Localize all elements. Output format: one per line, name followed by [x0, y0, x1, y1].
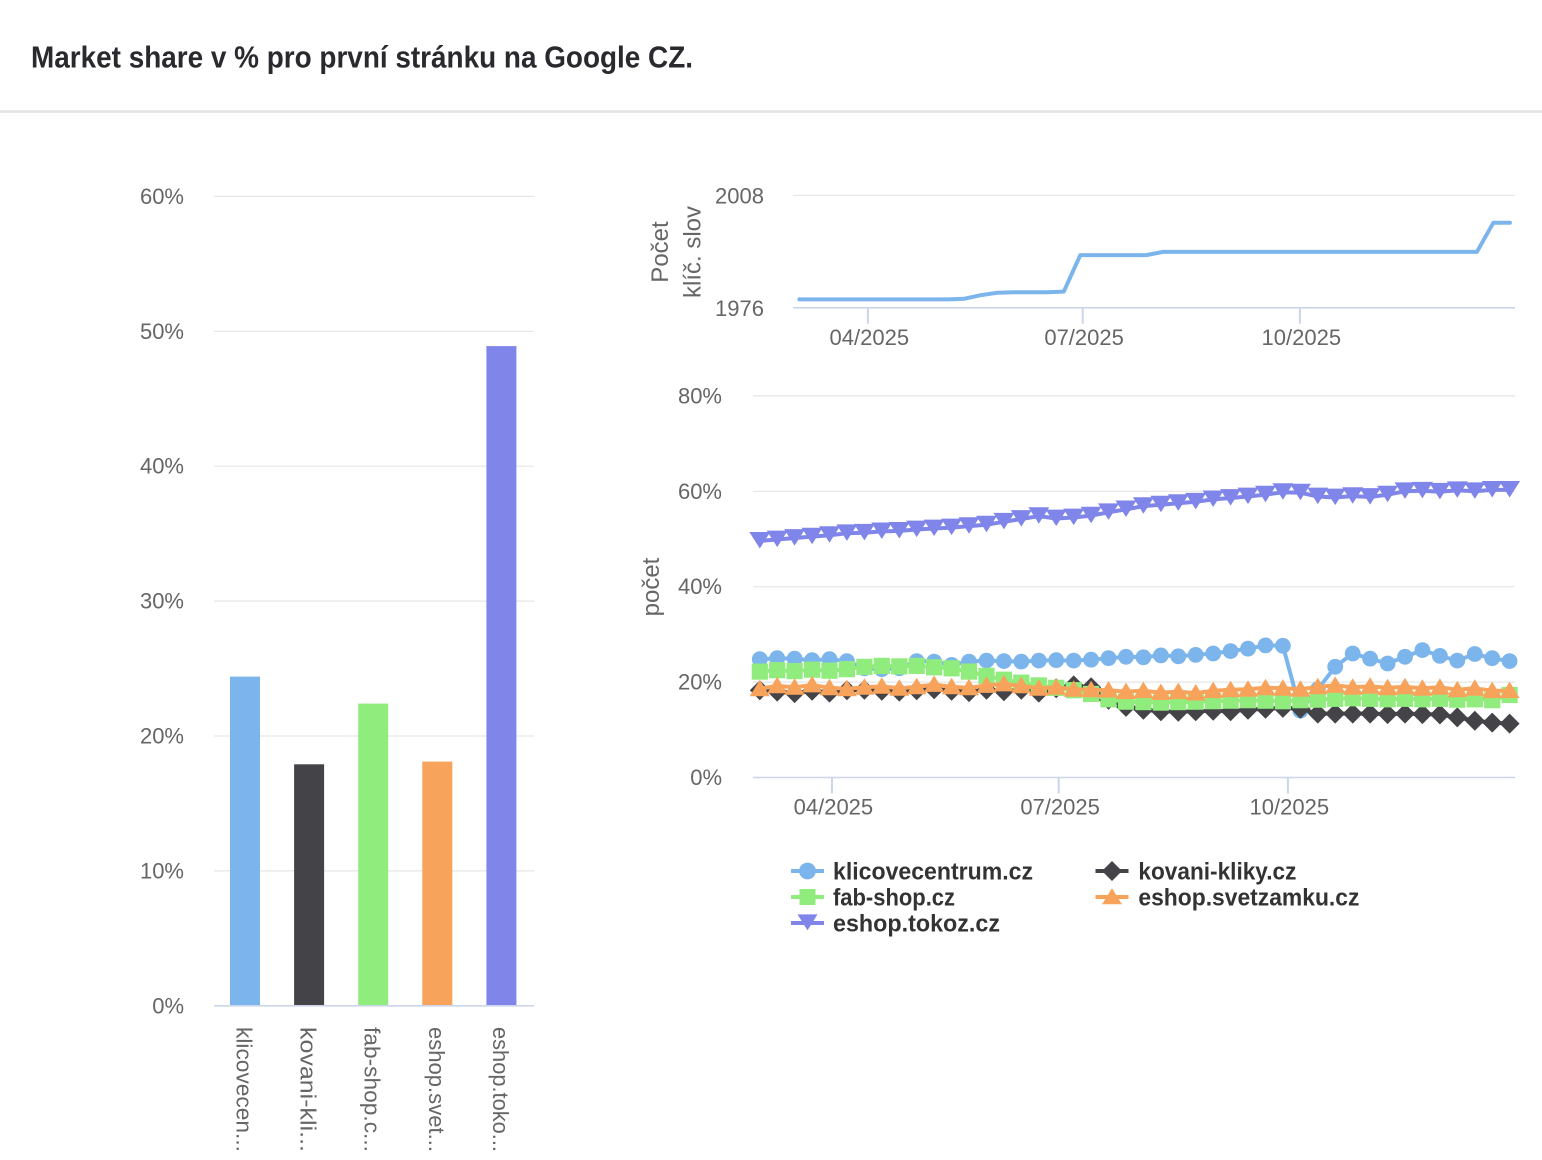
svg-text:10%: 10% — [140, 858, 184, 883]
svg-text:40%: 40% — [678, 574, 722, 599]
svg-text:50%: 50% — [140, 319, 184, 344]
svg-text:04/2025: 04/2025 — [830, 325, 910, 350]
svg-text:klicovecentrum.cz: klicovecentrum.cz — [833, 859, 1033, 886]
svg-text:kovani-kli...: kovani-kli... — [296, 1027, 321, 1152]
svg-text:10/2025: 10/2025 — [1250, 795, 1330, 820]
svg-text:0%: 0% — [690, 765, 722, 790]
svg-text:20%: 20% — [140, 724, 184, 749]
svg-text:fab-shop.cz: fab-shop.cz — [833, 885, 955, 912]
svg-text:klicovecen...: klicovecen... — [232, 1027, 257, 1152]
svg-text:2008: 2008 — [715, 183, 764, 208]
svg-text:40%: 40% — [140, 454, 184, 479]
svg-text:60%: 60% — [678, 479, 722, 504]
svg-text:1976: 1976 — [715, 296, 764, 321]
svg-text:0%: 0% — [152, 993, 184, 1018]
svg-text:07/2025: 07/2025 — [1020, 795, 1100, 820]
svg-text:eshop.svet...: eshop.svet... — [424, 1027, 449, 1152]
svg-text:10/2025: 10/2025 — [1262, 325, 1342, 350]
svg-text:04/2025: 04/2025 — [794, 795, 874, 820]
svg-text:60%: 60% — [140, 184, 184, 209]
svg-text:Počet: Počet — [647, 221, 674, 283]
svg-text:30%: 30% — [140, 589, 184, 614]
svg-text:eshop.tokoz.cz: eshop.tokoz.cz — [833, 911, 1000, 938]
svg-text:07/2025: 07/2025 — [1044, 325, 1124, 350]
svg-text:eshop.svetzamku.cz: eshop.svetzamku.cz — [1138, 885, 1359, 912]
svg-text:Market share v % pro první str: Market share v % pro první stránku na Go… — [31, 40, 693, 75]
svg-text:klíč. slov: klíč. slov — [680, 206, 707, 298]
svg-text:eshop.toko...: eshop.toko... — [488, 1027, 513, 1152]
svg-text:kovani-kliky.cz: kovani-kliky.cz — [1138, 859, 1296, 886]
svg-text:fab-shop.c...: fab-shop.c... — [360, 1027, 385, 1152]
svg-text:počet: počet — [638, 557, 665, 616]
svg-text:80%: 80% — [678, 383, 722, 408]
svg-text:20%: 20% — [678, 670, 722, 695]
